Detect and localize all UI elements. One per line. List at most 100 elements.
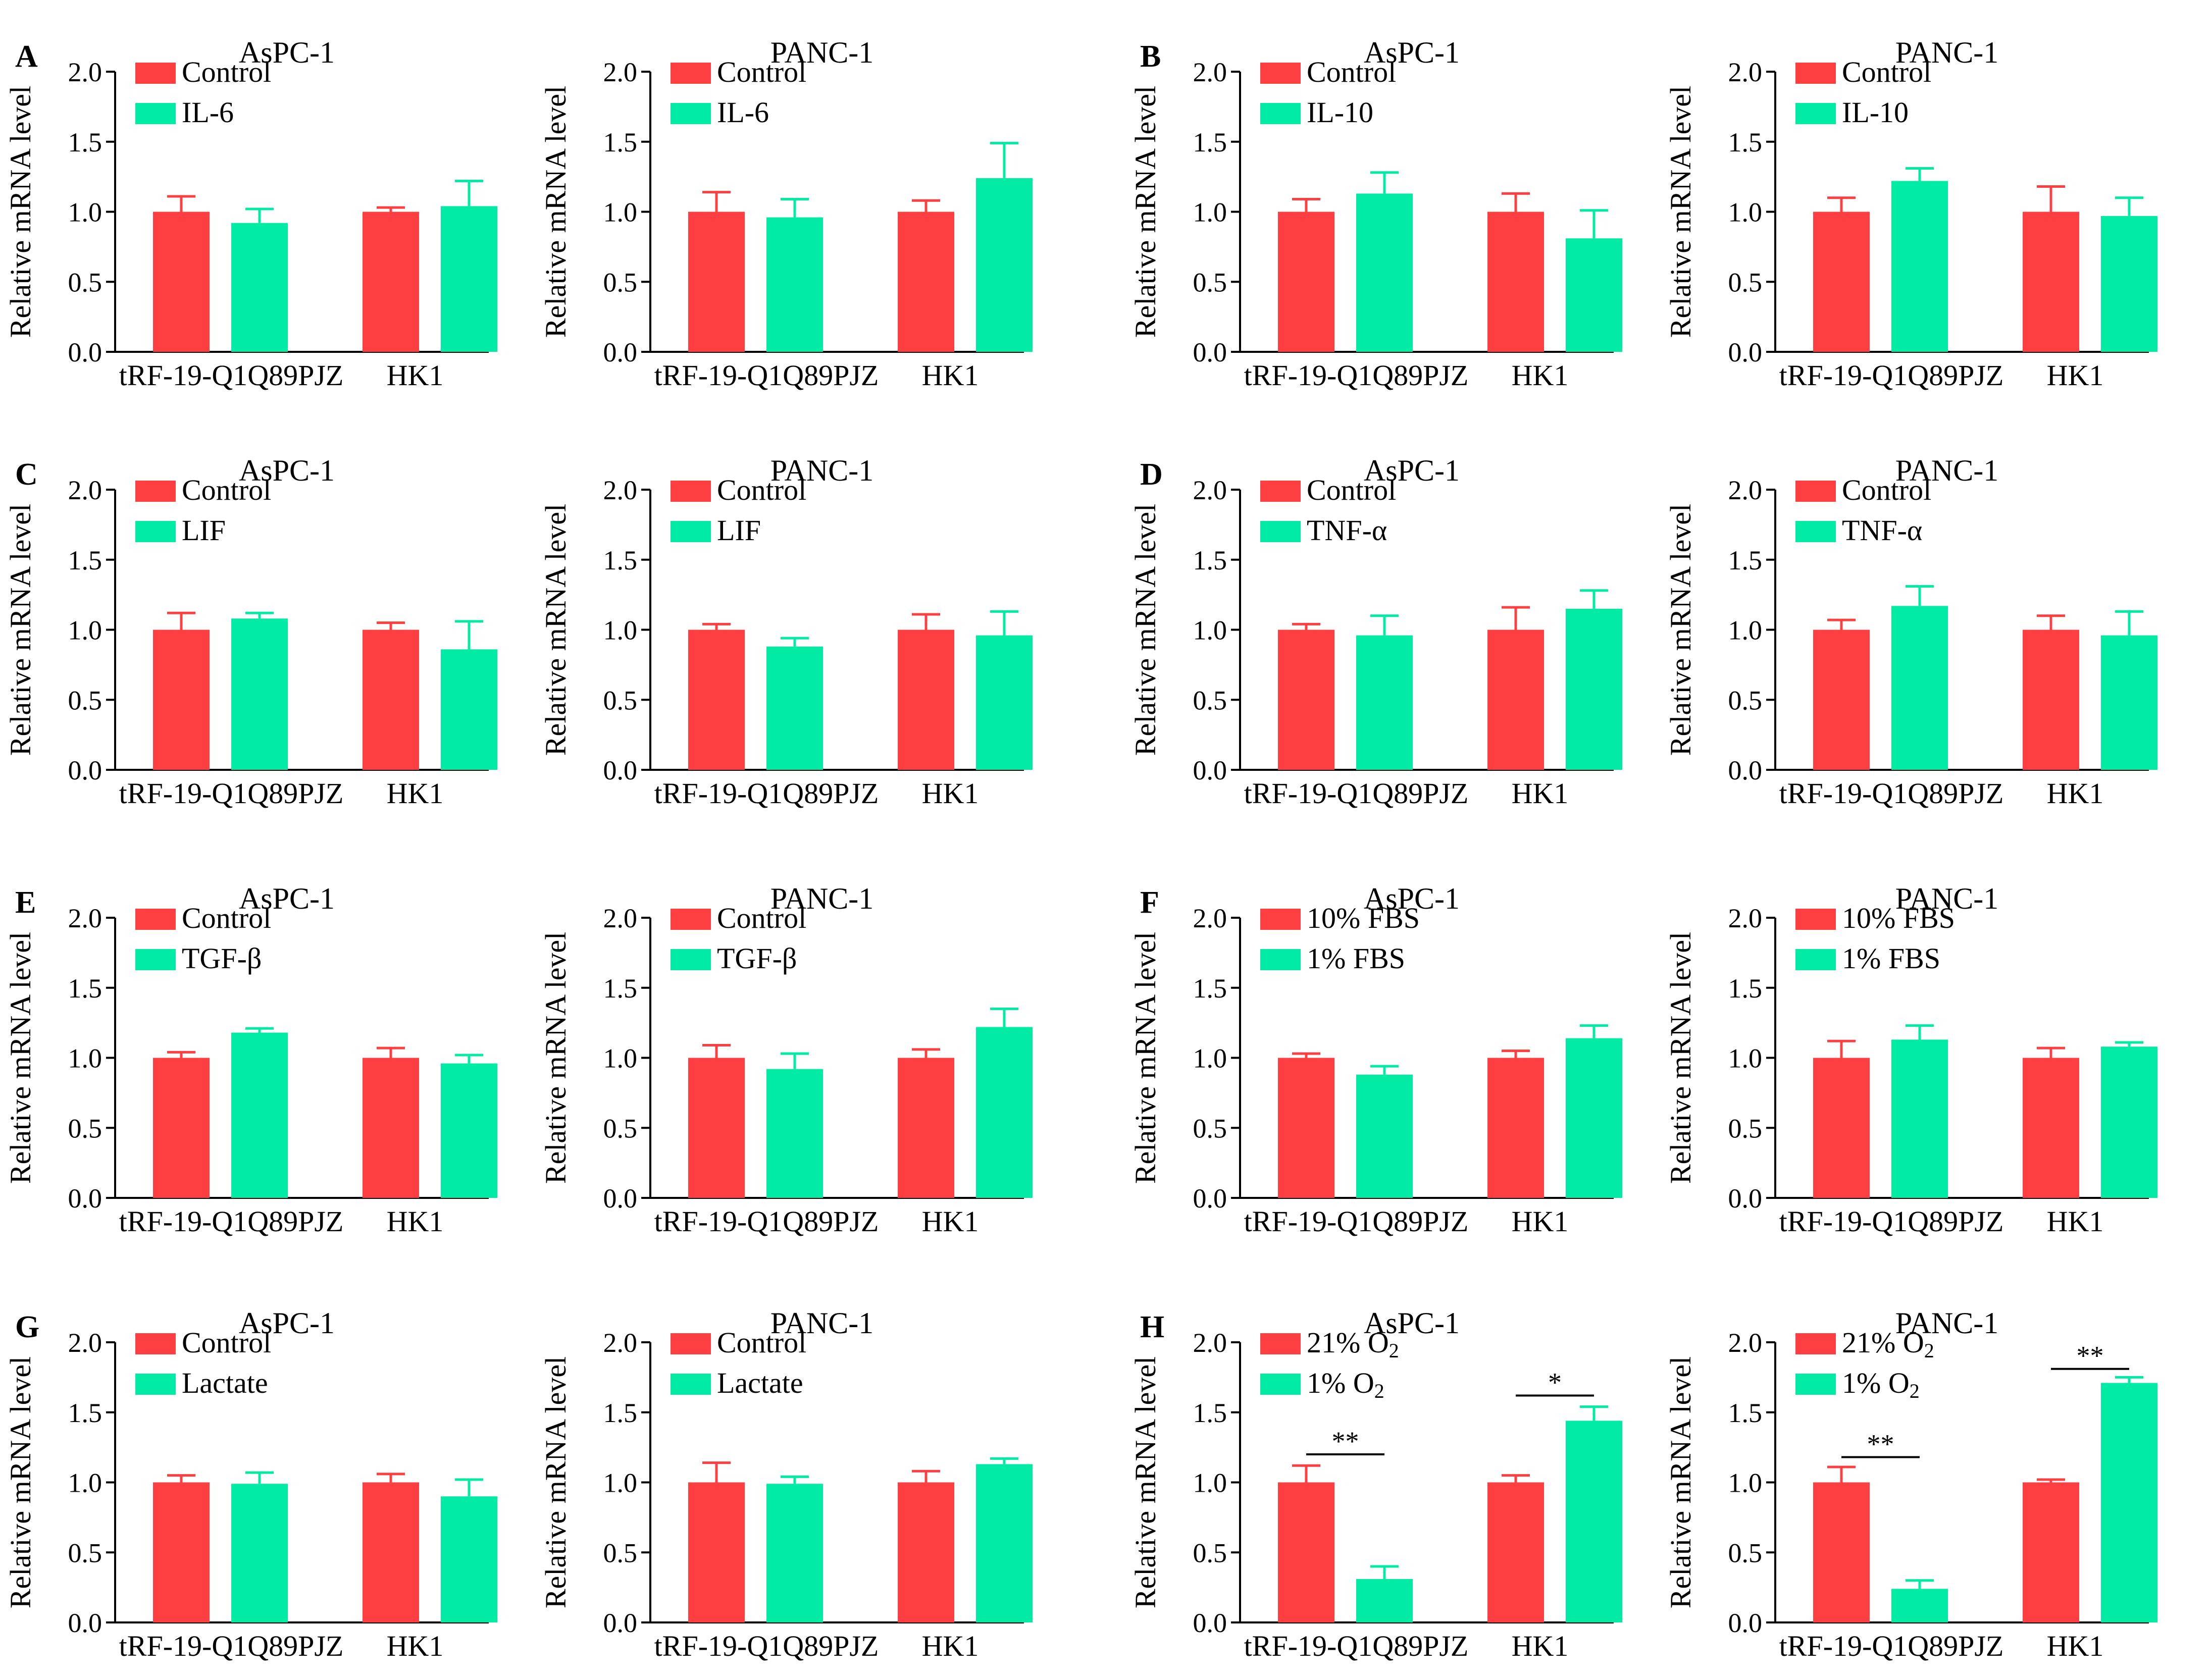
x-tick-label: HK1	[922, 359, 979, 392]
y-tick-label: 1.0	[68, 197, 102, 228]
bar	[153, 629, 210, 770]
chart-panel-4: C AsPC-1 Relative mRNA level 0.0 0.5 1.0 1.5 2.…	[4, 454, 497, 810]
legend-label: 1% FBS	[1307, 942, 1405, 975]
y-tick-label: 0.5	[1193, 685, 1227, 715]
legend-label: IL-6	[182, 96, 234, 129]
y-tick-label: 0.5	[1193, 1538, 1227, 1568]
bar	[1356, 193, 1413, 352]
panel-letter: H	[1140, 1310, 1164, 1344]
bar	[441, 649, 497, 770]
y-axis-label: Relative mRNA level	[539, 86, 572, 338]
y-tick-label: 0.0	[1193, 755, 1227, 785]
legend-swatch	[135, 481, 176, 502]
chart-panel-8: E AsPC-1 Relative mRNA level 0.0 0.5 1.0 1.5 2.…	[4, 882, 497, 1238]
bar	[1356, 1579, 1413, 1622]
bar	[2101, 635, 2157, 770]
legend-swatch	[1795, 1374, 1836, 1395]
legend-label-text: 1% O	[1842, 1367, 1910, 1399]
y-tick-label: 1.5	[1728, 545, 1763, 575]
y-tick-label: 0.0	[603, 1183, 638, 1214]
legend-swatch	[671, 481, 711, 502]
bar	[1487, 1482, 1544, 1622]
y-tick-label: 2.0	[1193, 57, 1227, 87]
legend-label-subscript: 2	[1389, 1339, 1399, 1362]
y-axis-label: Relative mRNA level	[1129, 932, 1162, 1184]
y-tick-label: 1.0	[603, 1468, 638, 1498]
y-tick-label: 0.0	[1728, 1608, 1763, 1638]
x-tick-label: HK1	[387, 1205, 444, 1238]
legend-label-text: 1% FBS	[1842, 942, 1940, 975]
legend-label-text: Control	[717, 902, 806, 934]
legend-swatch	[1795, 103, 1836, 124]
x-tick-label: HK1	[1512, 1630, 1569, 1662]
bar	[231, 1032, 288, 1198]
chart-panel-3: PANC-1 Relative mRNA level 0.0 0.5 1.0 1.5 2.0…	[1664, 36, 2157, 392]
y-tick-label: 1.5	[1193, 127, 1227, 158]
y-tick-label: 1.0	[603, 1043, 638, 1074]
x-tick-label: tRF-19-Q1Q89PJZ	[1244, 359, 1469, 392]
legend-swatch	[671, 1333, 711, 1354]
y-tick-label: 0.5	[1193, 1113, 1227, 1143]
legend-label-text: TNF-α	[1842, 514, 1922, 547]
y-axis-label: Relative mRNA level	[539, 1356, 572, 1608]
chart-panel-11: PANC-1 Relative mRNA level 0.0 0.5 1.0 1.5 2.0…	[1664, 882, 2157, 1238]
legend-label-text: Control	[182, 1326, 271, 1359]
bar	[1566, 1038, 1622, 1198]
y-tick-label: 1.0	[1193, 615, 1227, 646]
legend-label: IL-10	[1842, 96, 1909, 129]
y-tick-label: 0.0	[603, 755, 638, 785]
bar	[688, 1058, 745, 1198]
legend-label-text: 10% FBS	[1842, 902, 1955, 934]
bar	[898, 1058, 954, 1198]
x-tick-label: tRF-19-Q1Q89PJZ	[1779, 777, 2004, 810]
legend-label-text: TNF-α	[1307, 514, 1387, 547]
bar	[1487, 212, 1544, 352]
legend-swatch	[671, 909, 711, 930]
x-tick-label: HK1	[387, 359, 444, 392]
legend-label-text: 21% O	[1842, 1326, 1924, 1359]
y-tick-label: 2.0	[68, 903, 102, 933]
bar	[688, 212, 745, 352]
legend-label: Control	[717, 56, 806, 88]
bar	[1891, 1039, 1948, 1198]
chart-panel-10: F AsPC-1 Relative mRNA level 0.0 0.5 1.0 1.5 2.…	[1129, 882, 1622, 1238]
y-tick-label: 0.0	[68, 337, 102, 368]
legend-swatch	[135, 949, 176, 970]
bar	[1487, 629, 1544, 770]
legend-label: 1% FBS	[1842, 942, 1940, 975]
bar	[976, 1464, 1033, 1622]
y-axis-label: Relative mRNA level	[4, 1356, 37, 1608]
bar	[2101, 1383, 2157, 1622]
x-tick-label: HK1	[387, 1630, 444, 1662]
chart-panel-2: B AsPC-1 Relative mRNA level 0.0 0.5 1.0 1.5 2.…	[1129, 36, 1622, 392]
x-tick-label: HK1	[922, 1205, 979, 1238]
legend-label-text: Control	[1842, 56, 1931, 88]
bar	[1891, 1589, 1948, 1622]
x-tick-label: HK1	[387, 777, 444, 810]
y-tick-label: 2.0	[1193, 475, 1227, 505]
chart-title: AsPC-1	[1364, 882, 1460, 915]
chart-panel-1: PANC-1 Relative mRNA level 0.0 0.5 1.0 1.5 2.0…	[539, 36, 1033, 392]
bar	[2023, 212, 2079, 352]
panel-letter: B	[1140, 39, 1161, 74]
y-tick-label: 0.0	[603, 1608, 638, 1638]
legend-label-text: TGF-β	[182, 942, 262, 975]
y-tick-label: 0.5	[603, 267, 638, 297]
legend-label: Control	[717, 474, 806, 506]
bar	[1278, 1058, 1334, 1198]
bar	[1813, 1058, 1870, 1198]
y-tick-label: 1.0	[68, 1043, 102, 1074]
legend-label-text: Control	[717, 474, 806, 506]
legend-swatch	[1260, 1374, 1301, 1395]
y-axis-label: Relative mRNA level	[539, 504, 572, 756]
x-tick-label: tRF-19-Q1Q89PJZ	[119, 359, 344, 392]
legend-swatch	[135, 103, 176, 124]
y-tick-label: 1.5	[603, 1398, 638, 1428]
y-tick-label: 2.0	[1728, 475, 1763, 505]
chart-title: PANC-1	[1895, 454, 1999, 487]
bar	[766, 1069, 823, 1198]
legend-label: 10% FBS	[1307, 902, 1420, 934]
legend-label: TNF-α	[1307, 514, 1387, 547]
x-tick-label: tRF-19-Q1Q89PJZ	[1244, 1630, 1469, 1662]
legend-label: IL-10	[1307, 96, 1373, 129]
